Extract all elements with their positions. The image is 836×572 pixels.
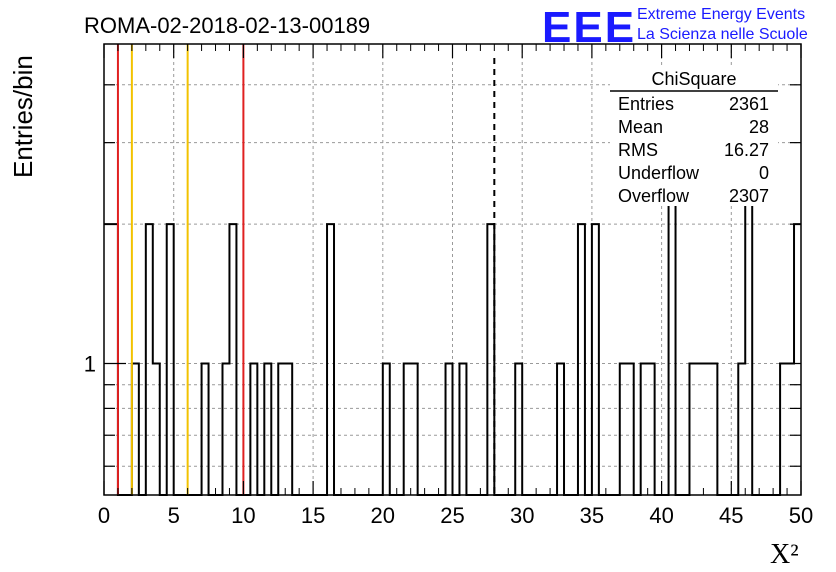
x-tick-label: 20 (371, 503, 395, 528)
stats-value-rms: 16.27 (724, 140, 769, 160)
x-tick-label: 50 (789, 503, 813, 528)
stats-label-rms: RMS (618, 140, 658, 160)
reference-lines (116, 44, 496, 495)
stats-label-overflow: Overflow (618, 186, 690, 206)
stats-label-mean: Mean (618, 117, 663, 137)
stats-box: ChiSquare Entries 2361 Mean 28 RMS 16.27… (610, 66, 778, 206)
x-axis-title: X² (770, 539, 799, 570)
x-tick-label: 40 (649, 503, 673, 528)
stats-box-background (610, 66, 778, 206)
x-tick-label: 45 (719, 503, 743, 528)
stats-value-underflow: 0 (759, 163, 769, 183)
x-tick-label: 30 (510, 503, 534, 528)
stats-value-mean: 28 (749, 117, 769, 137)
x-tick-label: 5 (168, 503, 180, 528)
logo-line-1: Extreme Energy Events (637, 6, 805, 23)
x-tick-label: 0 (98, 503, 110, 528)
stats-value-overflow: 2307 (729, 186, 769, 206)
stats-value-entries: 2361 (729, 94, 769, 114)
logo-line-2: La Scienza nelle Scuole (637, 26, 808, 43)
axis-ticks (103, 44, 802, 495)
stats-label-entries: Entries (618, 94, 674, 114)
y-tick-label: 1 (84, 352, 96, 377)
x-tick-label: 35 (580, 503, 604, 528)
x-tick-label: 25 (440, 503, 464, 528)
stats-label-underflow: Underflow (618, 163, 700, 183)
eee-logo-mark: EEE (542, 3, 636, 52)
x-tick-label: 15 (301, 503, 325, 528)
chart-title: ROMA-02-2018-02-13-00189 (84, 13, 370, 38)
tick-labels: 0 5 10 15 20 25 30 35 40 45 50 1 (84, 352, 813, 528)
x-tick-label: 10 (231, 503, 255, 528)
stats-box-title: ChiSquare (651, 69, 736, 89)
y-axis-title: Entries/bin (8, 55, 38, 178)
eee-logo: EEE Extreme Energy Events La Scienza nel… (542, 3, 808, 52)
